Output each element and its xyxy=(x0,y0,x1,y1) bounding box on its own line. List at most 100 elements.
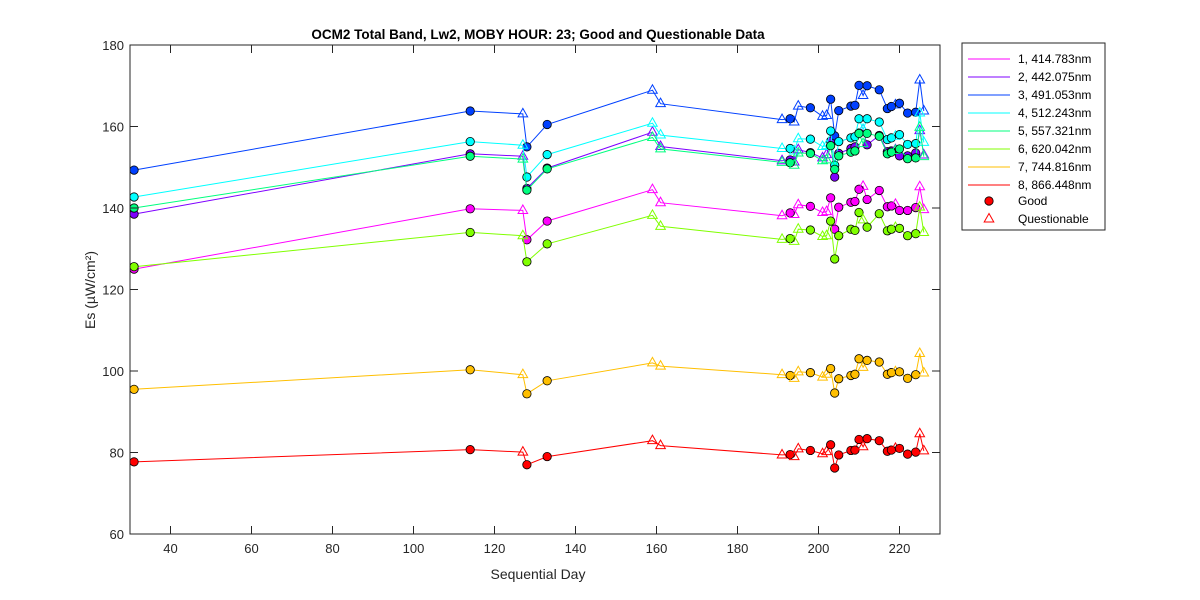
questionable-point xyxy=(654,142,667,153)
questionable-point xyxy=(792,222,804,233)
questionable-point xyxy=(889,197,902,208)
questionable-point xyxy=(646,356,659,367)
good-point xyxy=(850,146,860,156)
good-point xyxy=(862,128,872,139)
good-point xyxy=(522,185,532,195)
questionable-point xyxy=(918,203,930,214)
series-layer xyxy=(129,73,930,473)
legend-label: 4, 512.243nm xyxy=(1018,106,1091,120)
questionable-point xyxy=(792,132,804,143)
good-point xyxy=(542,451,552,462)
questionable-point xyxy=(914,180,926,191)
questionable-point xyxy=(857,213,869,224)
questionable-point xyxy=(776,232,788,243)
good-point xyxy=(862,114,872,124)
questionable-point xyxy=(820,153,833,164)
legend-label: 7, 744.816nm xyxy=(1018,160,1091,174)
good-point xyxy=(830,388,840,398)
questionable-point xyxy=(816,205,829,216)
plot-background xyxy=(130,45,940,534)
good-point xyxy=(129,384,139,394)
questionable-point xyxy=(646,434,659,445)
good-point xyxy=(522,460,532,470)
good-point xyxy=(542,239,552,249)
questionable-point xyxy=(776,368,788,379)
good-point xyxy=(805,201,816,211)
good-point xyxy=(854,354,864,364)
legend-item: 4, 512.243nm xyxy=(968,106,1091,120)
legend-label: Good xyxy=(1018,194,1047,208)
good-point xyxy=(834,450,844,460)
good-point xyxy=(894,205,905,216)
good-point xyxy=(874,117,884,127)
good-point xyxy=(805,148,816,158)
questionable-point xyxy=(857,137,869,148)
good-point xyxy=(850,225,860,236)
good-point xyxy=(830,164,840,174)
good-point xyxy=(834,136,844,147)
good-point xyxy=(805,368,816,378)
good-point xyxy=(894,443,905,454)
questionable-point xyxy=(816,109,829,120)
good-point xyxy=(894,98,905,108)
x-tick-label: 80 xyxy=(325,541,339,556)
questionable-point xyxy=(820,205,833,216)
legend-item: 6, 620.042nm xyxy=(968,142,1091,156)
legend-good-marker xyxy=(984,196,994,206)
good-point xyxy=(894,367,905,377)
good-point xyxy=(834,106,844,116)
y-tick-label: 80 xyxy=(110,446,124,461)
good-point xyxy=(854,207,864,218)
good-point xyxy=(805,134,816,144)
questionable-point xyxy=(918,150,930,161)
good-point xyxy=(911,139,921,149)
good-point xyxy=(911,153,921,163)
plot-frame xyxy=(129,44,941,535)
good-point xyxy=(830,224,840,234)
questionable-point xyxy=(654,439,667,450)
good-point xyxy=(850,100,860,110)
questionable-point xyxy=(820,229,833,240)
questionable-point xyxy=(646,208,659,219)
questionable-point xyxy=(788,234,800,245)
good-point xyxy=(129,262,139,272)
good-point xyxy=(465,365,475,375)
y-tick-label: 160 xyxy=(102,120,124,135)
good-point xyxy=(830,463,840,473)
good-point xyxy=(826,440,836,450)
good-point xyxy=(902,139,913,150)
questionable-point xyxy=(914,120,926,131)
legend-label: 1, 414.783nm xyxy=(1018,52,1091,66)
x-tick-label: 140 xyxy=(565,541,587,556)
good-point xyxy=(834,231,844,241)
good-point xyxy=(902,154,913,164)
questionable-point xyxy=(788,450,800,461)
questionable-point xyxy=(776,141,788,153)
good-point xyxy=(542,376,552,386)
y-tick-label: 180 xyxy=(102,38,124,53)
questionable-point xyxy=(776,448,788,459)
chart-title: OCM2 Total Band, Lw2, MOBY HOUR: 23; Goo… xyxy=(311,27,765,42)
good-point xyxy=(854,80,864,90)
good-point xyxy=(862,355,872,366)
good-point xyxy=(805,445,816,456)
series-5 xyxy=(129,120,930,213)
questionable-point xyxy=(517,152,529,163)
good-point xyxy=(830,172,840,182)
questionable-point xyxy=(792,146,804,157)
good-point xyxy=(834,151,844,161)
questionable-point xyxy=(792,442,804,453)
questionable-point xyxy=(914,73,926,84)
legend-label: 2, 442.075nm xyxy=(1018,70,1091,84)
questionable-point xyxy=(654,196,667,207)
x-tick-label: 120 xyxy=(484,541,506,556)
questionable-point xyxy=(792,365,804,376)
good-point xyxy=(874,357,884,367)
x-tick-label: 200 xyxy=(808,541,830,556)
good-point xyxy=(542,164,552,174)
questionable-point xyxy=(816,370,829,381)
questionable-point xyxy=(792,99,804,110)
questionable-point xyxy=(517,229,529,240)
legend[interactable]: 1, 414.783nm 2, 442.075nm 3, 491.053nm 4, 5… xyxy=(961,42,1106,231)
